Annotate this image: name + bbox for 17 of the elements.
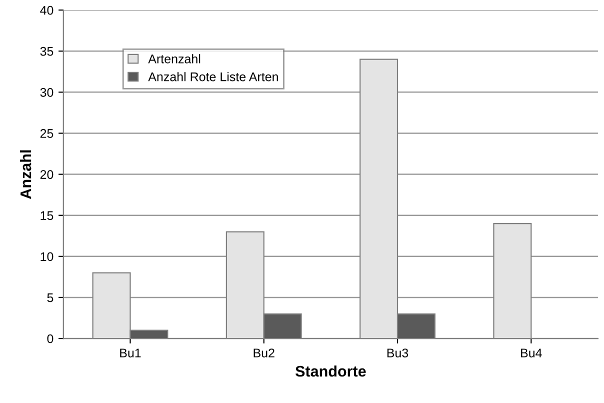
y-tick-label: 10 <box>40 252 54 262</box>
y-tick-label: 25 <box>40 129 54 138</box>
y-tick-label: 35 <box>40 46 54 56</box>
y-axis-title: Anzahl <box>20 150 32 199</box>
x-tick-label: Bu1 <box>120 348 141 358</box>
y-tick-label: 5 <box>47 293 54 302</box>
y-tick-label: 30 <box>40 88 54 97</box>
y-tick-label: 20 <box>40 170 54 179</box>
y-tick-label: 40 <box>40 6 54 15</box>
x-tick-label: Bu2 <box>254 348 274 358</box>
legend-label: Anzahl Rote Liste Arten <box>148 72 278 82</box>
x-tick-label: Bu4 <box>521 348 542 358</box>
x-tick-label: Bu3 <box>387 348 408 358</box>
y-tick-label: 0 <box>47 334 54 344</box>
y-tick-label: 15 <box>40 211 54 220</box>
x-axis-title: Standorte <box>295 365 366 377</box>
legend-label: Artenzahl <box>148 54 200 64</box>
